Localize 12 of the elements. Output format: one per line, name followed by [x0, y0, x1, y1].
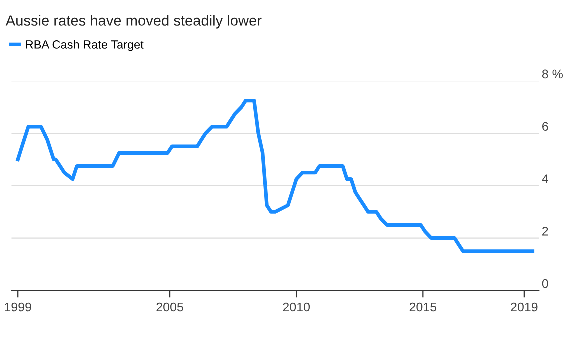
- chart-title: Aussie rates have moved steadily lower: [6, 15, 262, 29]
- y-tick-label: 4: [542, 174, 548, 184]
- y-tick-label: 8 %: [542, 70, 563, 79]
- y-tick-label: 0: [542, 279, 548, 288]
- x-tick-label: 2010: [283, 302, 310, 312]
- legend-label: RBA Cash Rate Target: [26, 40, 144, 52]
- x-tick-label: 2019: [511, 302, 538, 312]
- x-tick-label: 2015: [410, 302, 437, 312]
- x-tick-label: 2005: [156, 302, 184, 312]
- y-tick-label: 2: [542, 226, 548, 236]
- y-tick-label: 6: [542, 122, 548, 132]
- x-tick-label: 1999: [5, 302, 32, 312]
